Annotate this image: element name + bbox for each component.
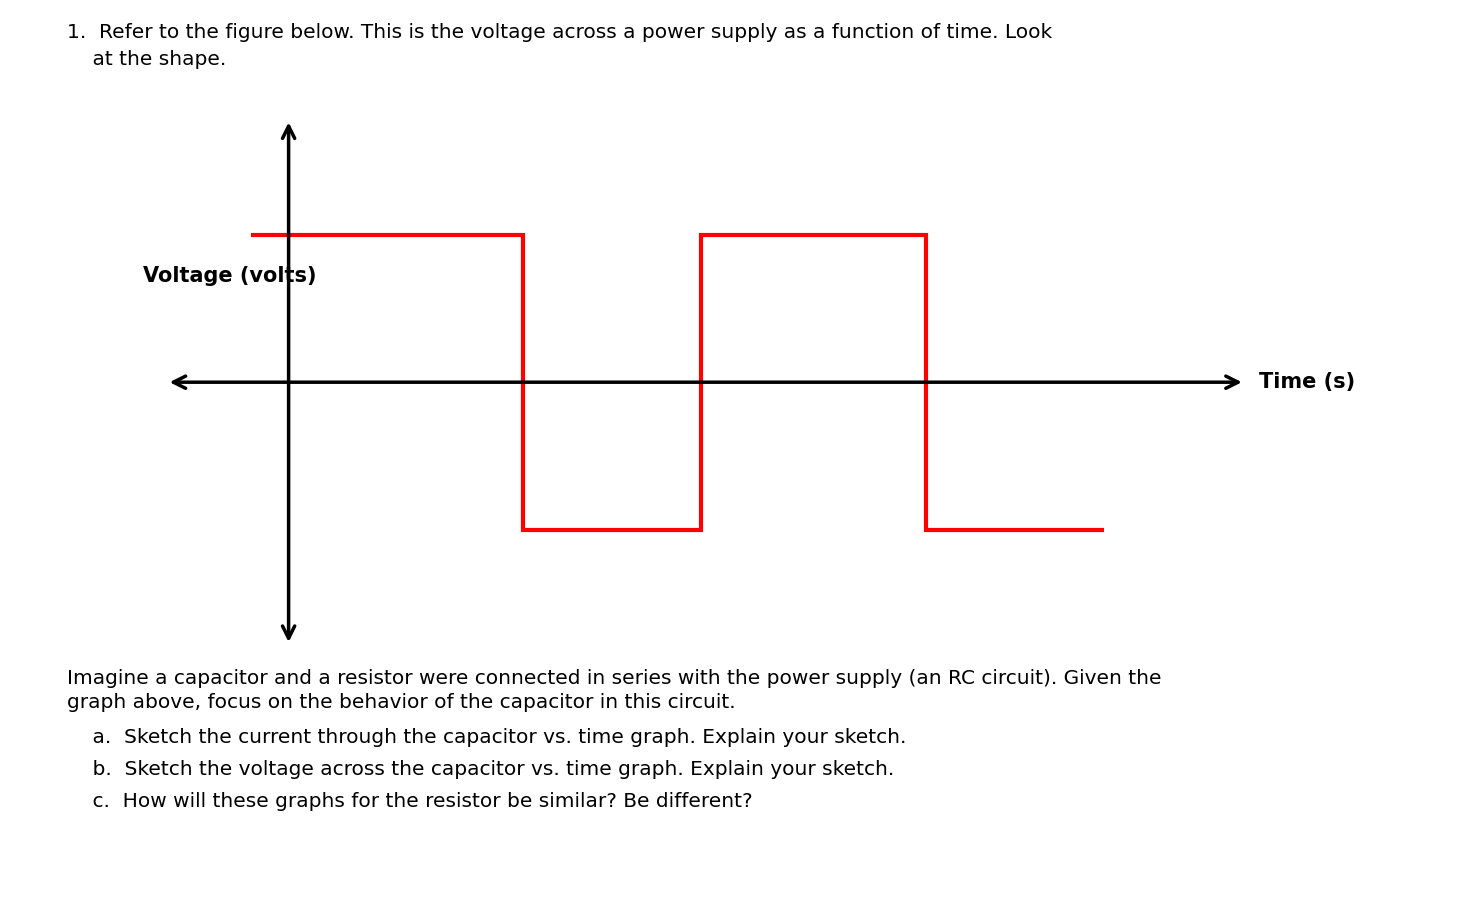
Text: at the shape.: at the shape. (67, 50, 226, 69)
Text: b.  Sketch the voltage across the capacitor vs. time graph. Explain your sketch.: b. Sketch the voltage across the capacit… (67, 760, 894, 779)
Text: graph above, focus on the behavior of the capacitor in this circuit.: graph above, focus on the behavior of th… (67, 693, 736, 713)
Text: c.  How will these graphs for the resistor be similar? Be different?: c. How will these graphs for the resisto… (67, 792, 752, 811)
Text: 1.  Refer to the figure below. This is the voltage across a power supply as a fu: 1. Refer to the figure below. This is th… (67, 23, 1052, 42)
Text: Voltage (volts): Voltage (volts) (144, 266, 317, 286)
Text: Time (s): Time (s) (1258, 372, 1354, 392)
Text: Imagine a capacitor and a resistor were connected in series with the power suppl: Imagine a capacitor and a resistor were … (67, 669, 1162, 688)
Text: a.  Sketch the current through the capacitor vs. time graph. Explain your sketch: a. Sketch the current through the capaci… (67, 728, 906, 747)
